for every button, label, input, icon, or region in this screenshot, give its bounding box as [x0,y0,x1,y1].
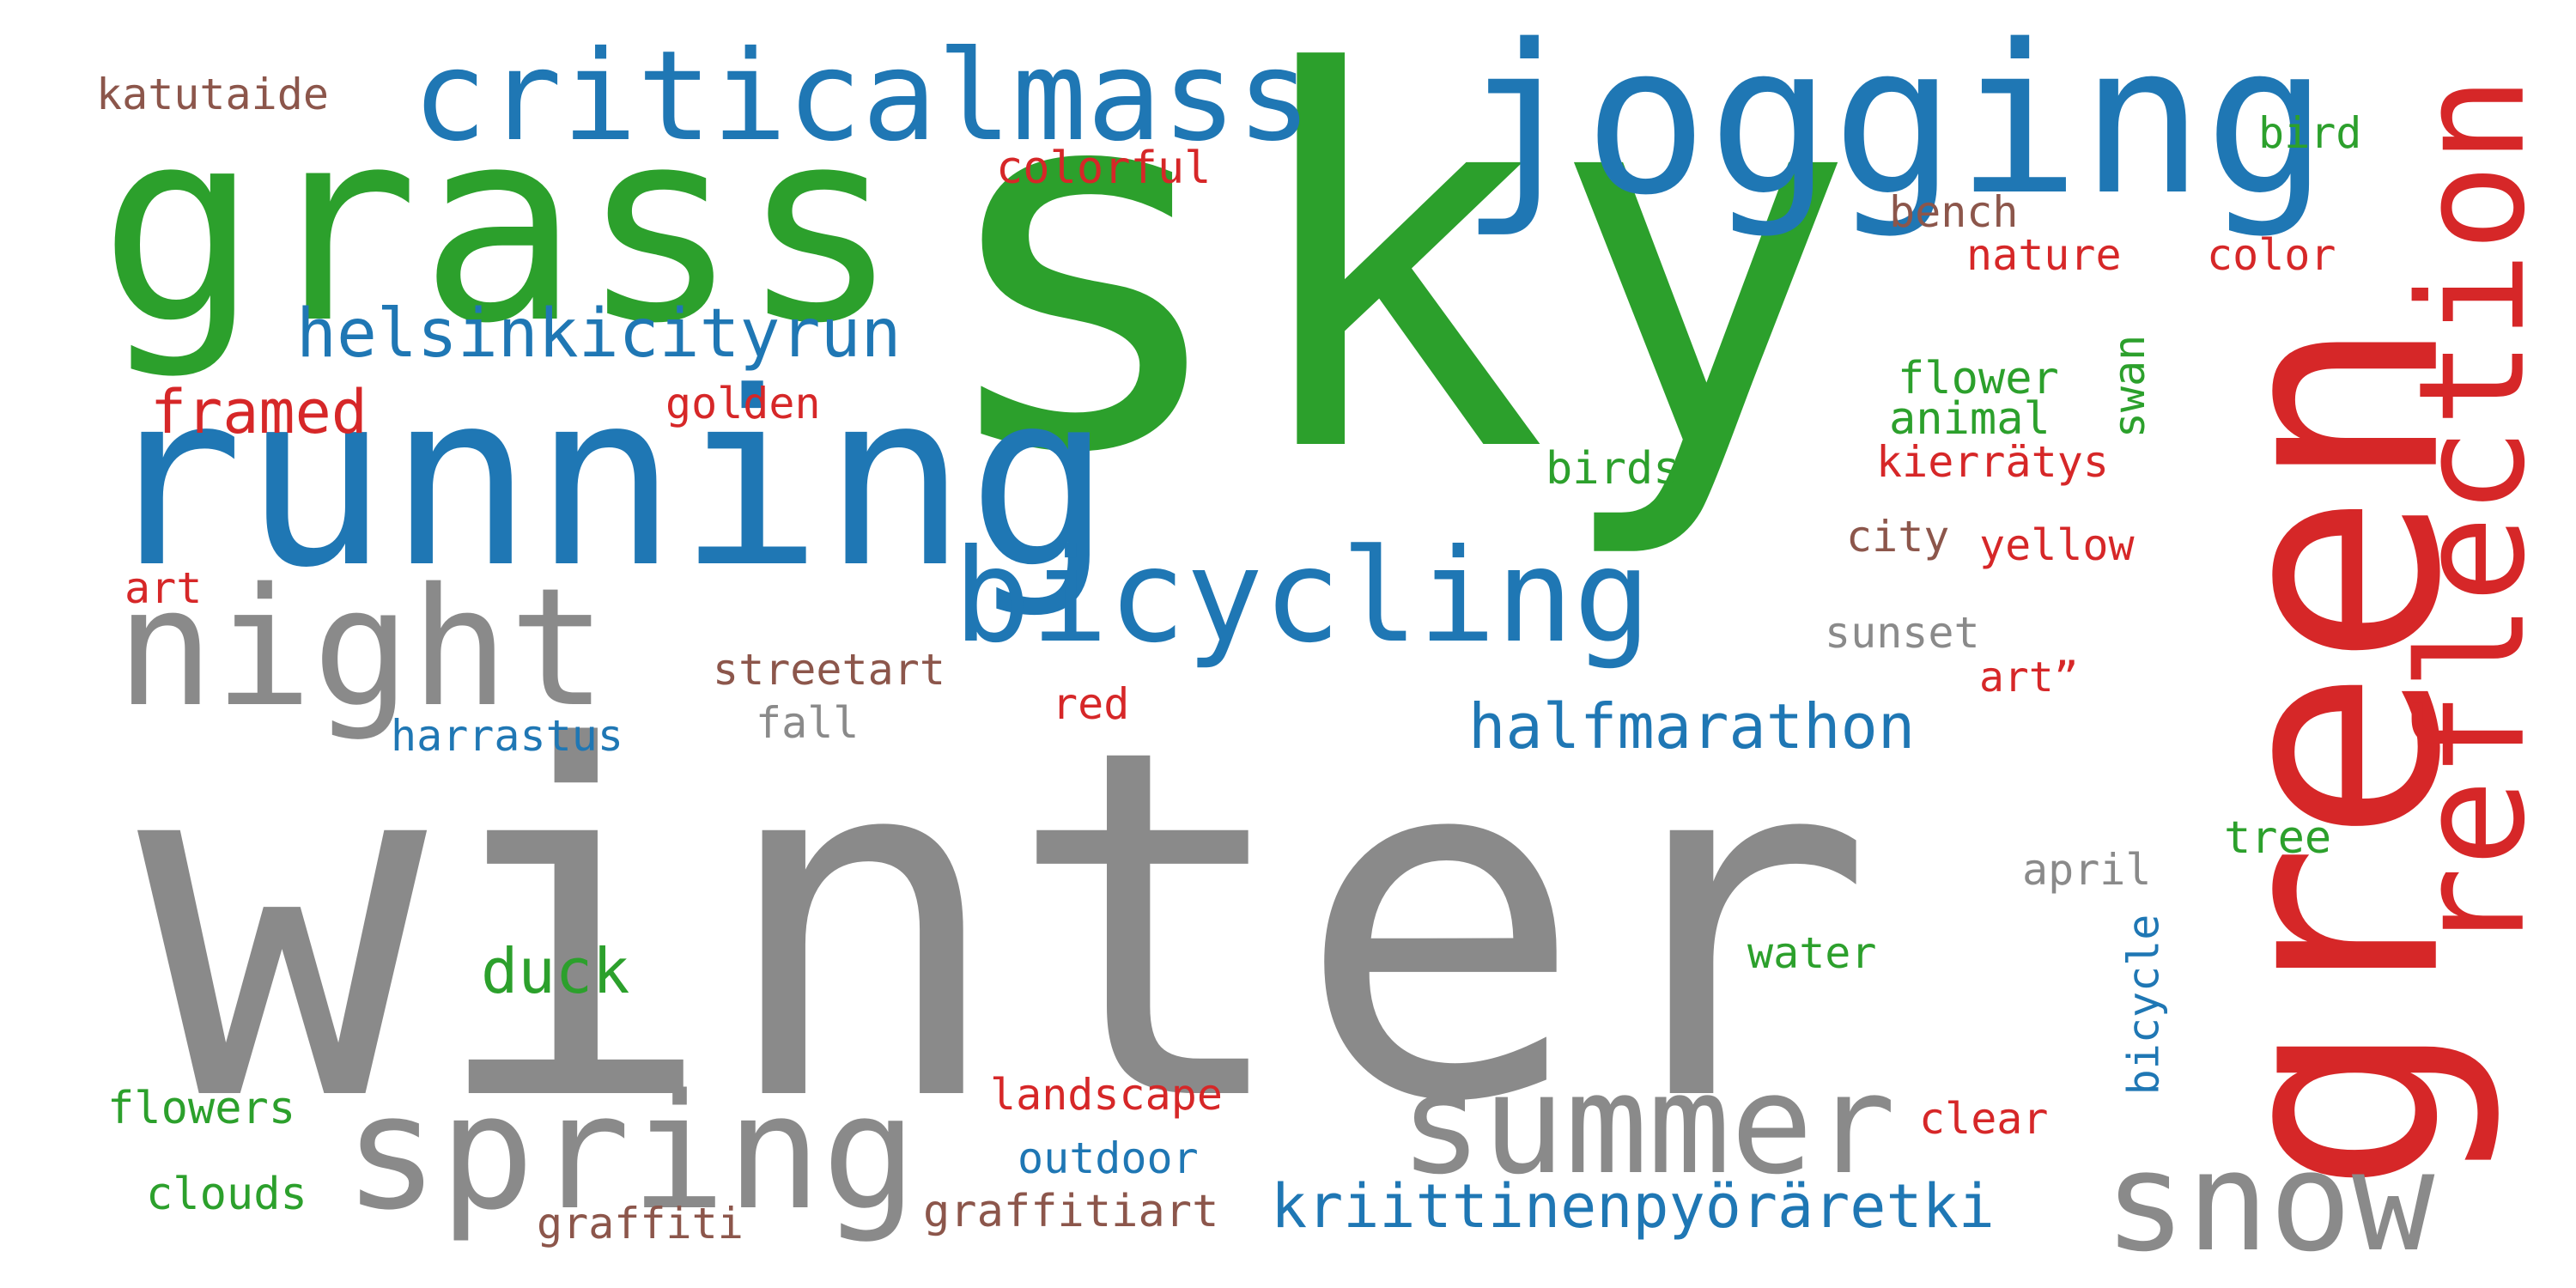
cloud-word: running [99,341,1113,621]
cloud-word: bench [1889,187,2019,237]
cloud-word: art [125,563,203,613]
cloud-word: birds [1546,443,1680,495]
cloud-word: bicycling [953,522,1651,671]
cloud-word: tree [2224,812,2332,864]
cloud-word: landscape [990,1070,1223,1120]
cloud-word: yellow [1979,520,2135,570]
cloud-word: city [1846,512,1950,562]
cloud-word: reflection [2388,76,2558,955]
cloud-word: animal [1889,393,2050,445]
cloud-word: golden [665,379,821,428]
cloud-word: swan [2104,334,2154,439]
cloud-word: night [116,553,607,743]
cloud-word: clouds [146,1169,307,1220]
cloud-word: jogging [1460,0,2329,240]
cloud-word: criticalmass [412,24,1312,169]
cloud-word: outdoor [1018,1133,1199,1183]
cloud-word: flower [1898,353,2059,404]
cloud-word: bird [2258,108,2362,158]
cloud-word: sky [927,0,1858,566]
cloud-word: graffiti [537,1199,744,1249]
cloud-word: sunset [1825,608,1980,658]
cloud-word: harrastus [391,711,623,761]
cloud-word: water [1747,928,1877,978]
cloud-word: flowers [107,1083,296,1134]
cloud-word: color [2207,230,2336,280]
cloud-word: bicycle [2118,914,2168,1096]
cloud-word: winter [137,647,1874,1207]
cloud-word: streetart [713,645,945,695]
cloud-word: kriittinenpyöräretki [1271,1171,1995,1242]
cloud-word: kierrätys [1876,437,2109,487]
cloud-word: red [1052,679,1130,729]
cloud-word: grass [99,72,901,382]
cloud-word: spring [343,1060,918,1245]
cloud-word: nature [1966,230,2122,280]
cloud-word: graffitiart [923,1186,1219,1237]
cloud-word: helsinkicityrun [296,295,902,373]
cloud-word: snow [2104,1121,2435,1282]
cloud-word: framed [150,377,368,447]
cloud-word: summer [1400,1044,1896,1205]
cloud-word: april [2022,845,2152,895]
cloud-word: halfmarathon [1468,690,1916,762]
cloud-word: fall [756,698,860,748]
cloud-word: katutaide [96,70,329,119]
cloud-word: clear [1919,1094,2049,1144]
cloud-word: art” [1979,653,2079,702]
cloud-word: colorful [996,143,1212,194]
cloud-word: duck [481,935,630,1007]
